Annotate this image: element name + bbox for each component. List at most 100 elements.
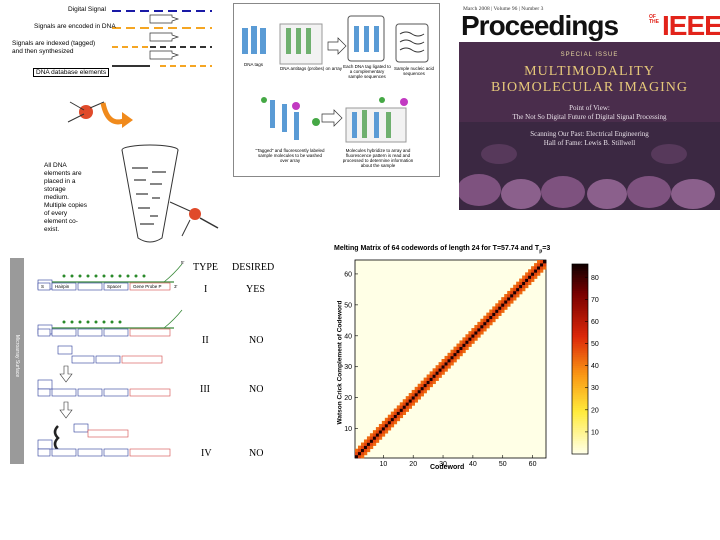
heatmap-cell: [456, 343, 460, 347]
heatmap-cell: [355, 448, 359, 453]
heatmap-cell: [402, 399, 407, 403]
heatmap-cell: [540, 260, 544, 264]
storage-note-line: placed in a: [44, 178, 76, 185]
x-tick-label: 10: [379, 461, 387, 468]
heatmap-cell: [414, 386, 418, 391]
heatmap-cell: [417, 393, 421, 397]
heatmap-cell: [390, 420, 395, 425]
heatmap-cell: [363, 448, 368, 453]
journal-of-the: OF THE: [649, 14, 659, 25]
heatmap-cell: [384, 420, 389, 425]
heatmap-cell: [432, 371, 436, 375]
heatmap-cell: [366, 439, 371, 443]
heatmap-cell: [543, 263, 547, 267]
colorbar-swatch: [572, 409, 588, 413]
colorbar-swatch: [572, 385, 588, 389]
heatmap-cell: [516, 294, 520, 298]
heatmap-cell: [420, 393, 424, 397]
heatmap-cell: [402, 411, 407, 415]
heatmap-cell: [369, 442, 374, 446]
curved-arrow-icon: [100, 102, 133, 128]
heatmap-cell: [366, 448, 371, 453]
heatmap-cell: [372, 433, 377, 437]
colorbar-swatch: [572, 403, 588, 406]
heatmap-cell: [480, 328, 484, 332]
heatmap-cell: [381, 420, 386, 425]
heatmap-cell: [477, 334, 481, 338]
issue-title-2: BIOMOLECULAR IMAGING: [491, 80, 688, 95]
heatmap-cell: [417, 383, 421, 388]
heatmap-cell: [534, 266, 538, 270]
pov-line-1: Point of View:: [569, 104, 610, 112]
colorbar-swatch: [572, 294, 588, 298]
heatmap-cell: [381, 427, 386, 431]
heatmap-cell: [501, 303, 505, 307]
heatmap-cell: [408, 405, 413, 409]
probe-row-4: [37, 423, 171, 457]
colorbar-swatch: [572, 332, 588, 336]
heatmap-cell: [456, 355, 460, 360]
heatmap-cell: [426, 374, 430, 378]
heatmap-cell: [393, 411, 398, 415]
type-cell: I: [204, 284, 208, 295]
heatmap-cell: [471, 337, 475, 341]
type-cell: IV: [201, 448, 212, 459]
heatmap-cell: [381, 430, 386, 434]
heatmap-cell: [543, 266, 547, 270]
heatmap-cell: [525, 272, 529, 276]
heatmap-cell: [381, 423, 386, 428]
heatmap-cell: [429, 377, 433, 381]
x-tick-label: 20: [409, 461, 417, 468]
heatmap-cell: [423, 386, 427, 391]
colorbar-swatch: [572, 420, 588, 424]
heatmap-cell: [390, 423, 395, 428]
heatmap-cell: [387, 414, 392, 419]
heatmap-cell: [435, 377, 439, 381]
heatmap-cell: [414, 399, 418, 403]
colorbar-swatch: [572, 312, 588, 316]
heatmap-cell: [525, 284, 529, 289]
heatmap-cell: [408, 399, 413, 403]
desired-cell: YES: [246, 284, 265, 295]
heatmap-cell: [393, 408, 398, 412]
probe-type-figure: Microarray Surface TYPE DESIRED: [10, 258, 295, 464]
colorbar-swatch: [572, 427, 588, 431]
heatmap-cell: [471, 328, 475, 332]
colorbar-swatch: [572, 290, 588, 294]
heatmap-cell: [507, 297, 511, 301]
microarray-surface-label: Microarray Surface: [14, 334, 20, 378]
heatmap-cell: [396, 411, 401, 415]
colorbar-swatch: [572, 405, 588, 409]
colorbar-swatch: [572, 412, 588, 415]
ligated-beaker-icon: [347, 15, 385, 62]
heatmap-cell: [444, 365, 448, 369]
heatmap-cell: [462, 340, 466, 344]
heatmap-cell: [507, 300, 511, 304]
colorbar-swatch: [572, 345, 588, 349]
heatmap-cell: [492, 315, 496, 320]
colorbar-swatch: [572, 297, 588, 300]
heatmap-cell: [468, 334, 472, 338]
block-si-label: S: [41, 284, 45, 289]
heatmap-cell: [525, 278, 529, 282]
colorbar-swatch: [572, 334, 588, 338]
heatmap-cell: [498, 300, 502, 304]
chart-title: Melting Matrix of 64 codewords of length…: [334, 245, 550, 254]
hybridized-array-icon: [345, 97, 408, 143]
heatmap-cell: [519, 287, 523, 292]
colorbar-swatch: [572, 416, 588, 420]
heatmap-cell: [477, 324, 481, 329]
heatmap-cell: [519, 278, 523, 282]
colorbar-swatch: [572, 365, 588, 369]
antitag-array-icon: [279, 23, 323, 65]
colorbar-swatch: [572, 325, 588, 329]
heatmap-cell: [420, 386, 424, 391]
heatmap-cell: [453, 352, 457, 357]
heatmap-cell: [417, 389, 421, 394]
y-tick-label: 40: [344, 333, 352, 340]
heatmap-cell: [408, 393, 413, 397]
heatmap-cell: [375, 430, 380, 434]
heatmap-cell: [369, 439, 374, 443]
heatmap-cell: [504, 306, 508, 310]
cover-art-graphic: [459, 42, 720, 210]
